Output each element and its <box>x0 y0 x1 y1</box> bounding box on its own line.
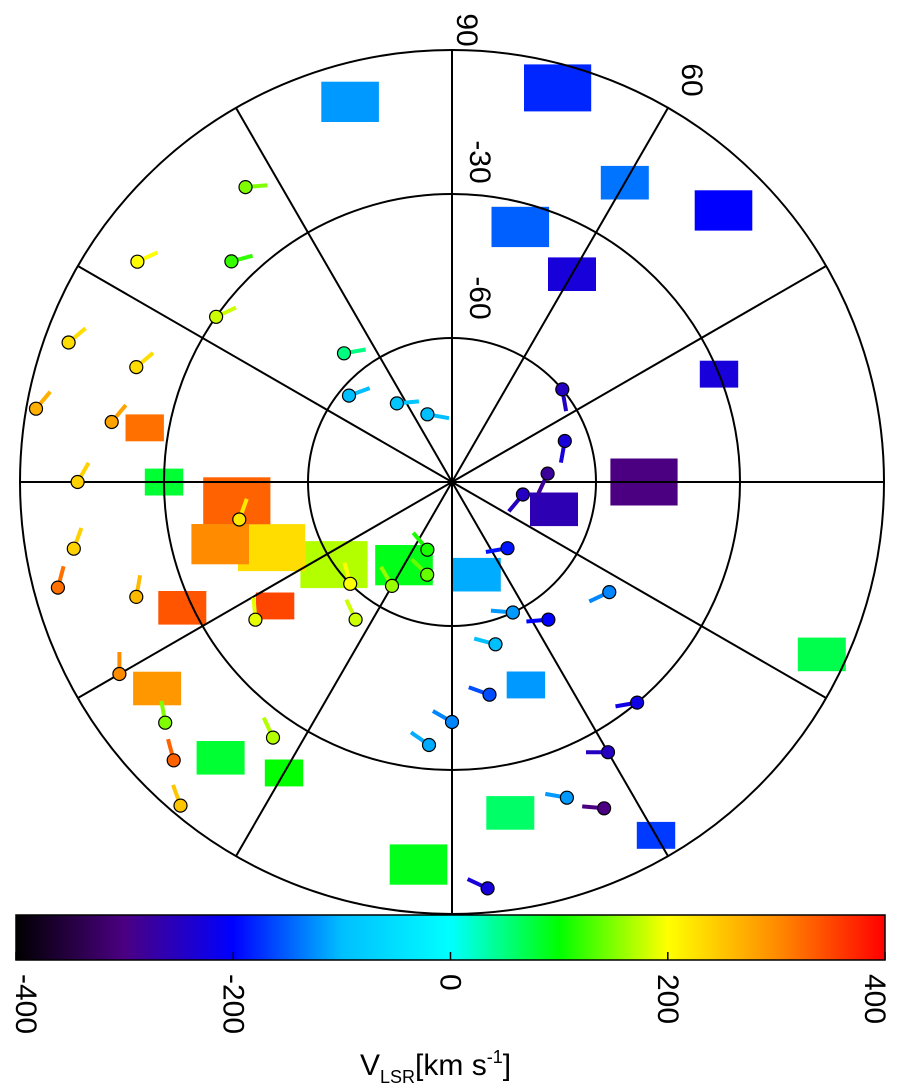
longitude-spoke-7 <box>235 107 453 483</box>
cloud-point-5 <box>505 605 521 620</box>
cloud-point-34 <box>61 335 76 350</box>
emission-region-22 <box>133 671 182 706</box>
longitude-spoke-5 <box>451 107 669 483</box>
longitude-spoke-11 <box>235 481 453 857</box>
emission-region-13 <box>797 637 846 672</box>
emission-region-20 <box>255 592 295 620</box>
cloud-point-25 <box>348 612 363 627</box>
cloud-point-20 <box>336 346 352 361</box>
cloud-point-16 <box>559 790 575 805</box>
cloud-point-42 <box>166 753 181 768</box>
colorbar-tick-label-4: 400 <box>858 974 891 1024</box>
colorbar-label: VLSR[km s-1] <box>360 1047 511 1087</box>
cloud-point-3 <box>555 382 570 397</box>
colorbar-tick-label-2: 0 <box>434 974 467 991</box>
cloud-point-38 <box>50 580 66 595</box>
cloud-point-43 <box>173 798 188 813</box>
cloud-point-40 <box>112 666 127 682</box>
cloud-point-1 <box>540 466 555 481</box>
grid-labels: -60 -30 90 60 <box>450 13 708 319</box>
cloud-point-21 <box>420 542 435 557</box>
cloud-point-24 <box>343 576 358 591</box>
emission-region-7 <box>491 206 550 248</box>
polar-grid <box>19 49 885 915</box>
emission-region-1 <box>530 492 578 527</box>
emission-region-9 <box>452 557 501 592</box>
cloud-point-13 <box>600 745 616 760</box>
cloud-point-9 <box>421 737 437 753</box>
cloud-point-4 <box>500 541 515 556</box>
cloud-point-11 <box>602 584 617 600</box>
cloud-point-31 <box>238 180 253 195</box>
emission-region-4 <box>524 64 592 112</box>
cloud-point-7 <box>482 687 497 702</box>
latitude-label-1: -30 <box>463 140 496 183</box>
cloud-point-23 <box>384 578 400 594</box>
emission-region-10 <box>506 671 546 699</box>
cloud-point-12 <box>629 695 645 710</box>
emission-region-25 <box>196 741 245 775</box>
cloud-point-2 <box>557 433 572 449</box>
longitude-label-0: 90 <box>450 13 483 46</box>
cloud-point-8 <box>444 714 460 730</box>
cloud-point-6 <box>488 637 503 652</box>
longitude-spoke-10 <box>77 481 453 699</box>
emission-region-3 <box>694 190 753 231</box>
cloud-point-14 <box>596 801 612 816</box>
cloud-point-27 <box>248 612 263 627</box>
emission-region-11 <box>486 796 535 830</box>
latitude-label-0: -60 <box>463 276 496 319</box>
longitude-label-1: 60 <box>675 63 708 96</box>
cloud-point-29 <box>224 254 239 269</box>
emission-region-12 <box>389 844 448 885</box>
cloud-point-17 <box>420 407 435 422</box>
cloud-point-10 <box>541 612 556 627</box>
cloud-point-28 <box>209 309 224 324</box>
colorbar-tick-label-1: -200 <box>216 974 249 1034</box>
cloud-point-41 <box>158 715 173 730</box>
longitude-spoke-8 <box>77 265 453 483</box>
colorbar-tick-label-0: -400 <box>9 974 42 1034</box>
cloud-point-18 <box>389 396 404 411</box>
emission-region-23 <box>125 414 164 442</box>
emission-region-17 <box>238 524 306 572</box>
emission-regions <box>125 64 846 885</box>
cloud-point-22 <box>420 567 435 582</box>
cloud-point-37 <box>28 401 44 416</box>
cloud-point-32 <box>129 360 144 375</box>
cloud-point-35 <box>70 474 85 490</box>
cloud-point-19 <box>341 388 357 403</box>
longitude-spoke-1 <box>451 481 669 857</box>
cloud-point-33 <box>104 414 119 430</box>
cloud-point-39 <box>129 589 144 605</box>
cloud-point-0 <box>515 487 531 502</box>
cloud-point-36 <box>66 541 81 556</box>
cloud-point-30 <box>130 254 145 269</box>
cloud-point-44 <box>265 730 281 745</box>
cloud-point-15 <box>480 881 495 896</box>
cloud-points <box>28 180 645 896</box>
longitude-spoke-4 <box>451 265 827 483</box>
colorbar-tick-label-3: 200 <box>651 974 684 1024</box>
emission-region-19 <box>191 524 249 565</box>
cloud-point-26 <box>232 512 247 527</box>
longitude-spoke-2 <box>451 481 827 699</box>
colorbar: -400 -200 0 200 400 VLSR[km s-1] <box>9 914 891 1087</box>
emission-region-8 <box>321 81 379 122</box>
